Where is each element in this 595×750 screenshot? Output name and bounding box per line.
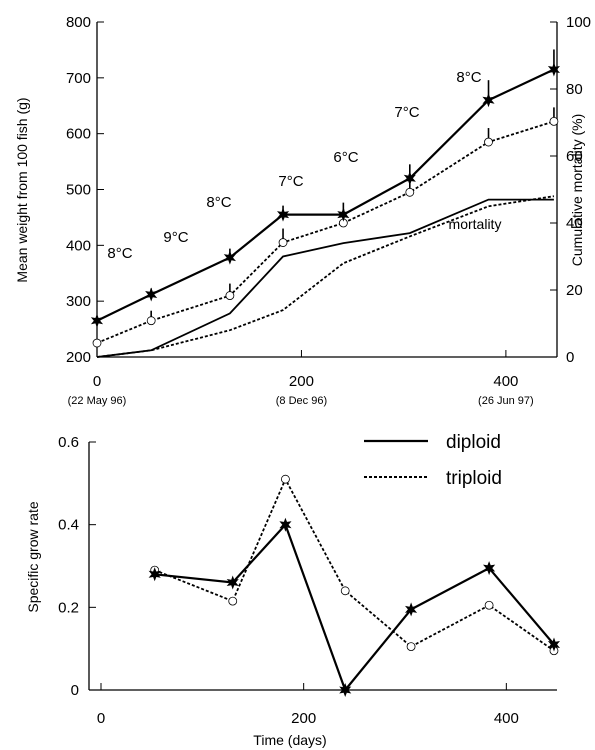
triploid-weight-point	[92, 338, 102, 348]
triploid-point	[228, 596, 238, 606]
y-tick-label: 400	[66, 237, 91, 254]
temperature-label: 7°C	[278, 173, 303, 190]
y-tick-label: 200	[66, 349, 91, 366]
temperature-label: 9°C	[163, 229, 188, 246]
diploid-point	[339, 683, 352, 697]
legend-label-triploid: triploid	[446, 468, 502, 489]
y2-tick-label: 0	[566, 349, 574, 366]
diploid-line	[154, 522, 555, 693]
triploid-weight-point	[549, 116, 559, 126]
y-tick-label: 0	[71, 682, 79, 699]
y-tick-label: 500	[66, 182, 91, 199]
triploid-weight-point	[225, 291, 235, 300]
triploid-point	[406, 642, 416, 651]
x-tick-label: 200	[289, 373, 314, 390]
date-label: (8 Dec 96)	[276, 395, 327, 407]
diploid-point	[148, 567, 161, 582]
y2-tick-label: 80	[566, 81, 583, 98]
y-tick-label: 0.6	[58, 434, 79, 451]
diploid-point	[279, 517, 292, 532]
y2-tick-label: 20	[566, 282, 583, 299]
diploid-weight-point	[403, 171, 416, 186]
triploid-weight-point	[146, 316, 156, 326]
x-tick-label: 400	[494, 710, 519, 727]
diploid-weight-point	[145, 287, 158, 302]
y2-axis-label: Cumulative mortality (%)	[569, 114, 585, 266]
diploid-point	[226, 575, 239, 590]
y-tick-label: 800	[66, 14, 91, 31]
x-tick-label: 200	[291, 710, 316, 727]
x-tick-label: 0	[97, 710, 105, 727]
triploid-weight-point	[484, 137, 493, 147]
triploid-point	[484, 600, 494, 610]
x-axis-label: Time (days)	[253, 732, 326, 748]
temperature-label: 8°C	[206, 194, 231, 211]
temperature-label: 8°C	[456, 69, 481, 86]
diploid-weight-point	[547, 62, 560, 77]
bottom-chart: 0 0.2 0.4 0.6 0 200 400 Time (days) Specific gro…	[25, 432, 560, 748]
y2-tick-label: 60	[566, 148, 583, 165]
diploid-weight-point	[277, 207, 290, 222]
diploid-weight-point	[223, 250, 236, 265]
x-tick-label: 0	[93, 373, 101, 390]
y-tick-label: 300	[66, 293, 91, 310]
y-axis-label: Mean weight from 100 fish (g)	[14, 97, 30, 282]
triploid-weight-point	[278, 238, 288, 247]
diploid-weight-point	[482, 93, 495, 108]
mortality-line-triploid	[96, 195, 555, 358]
temperature-label: 6°C	[333, 149, 358, 166]
triploid-point	[340, 586, 350, 596]
y-axis-label: Specific grow rate	[25, 501, 41, 612]
y-tick-label: 0.2	[58, 599, 79, 616]
diploid-weight-point	[337, 207, 350, 222]
diploid-point	[547, 637, 560, 652]
legend-label-diploid: diploid	[446, 432, 501, 453]
date-label: (26 Jun 97)	[478, 395, 534, 407]
y-tick-label: 0.4	[58, 517, 79, 534]
date-label: (22 May 96)	[68, 395, 127, 407]
mortality-line-diploid	[96, 198, 554, 358]
y-tick-label: 700	[66, 70, 91, 87]
x-tick-label: 400	[493, 373, 518, 390]
y2-tick-label: 100	[566, 14, 591, 31]
y2-tick-label: 40	[566, 215, 583, 232]
y-tick-label: 600	[66, 126, 91, 143]
mortality-annotation: mortality	[449, 216, 502, 232]
weight-line-triploid	[96, 120, 555, 344]
triploid-point	[281, 474, 290, 484]
diploid-point	[483, 561, 496, 576]
diploid-weight-point	[90, 313, 104, 328]
triploid-weight-point	[405, 187, 415, 197]
temperature-label: 8°C	[107, 245, 132, 262]
temperature-label: 7°C	[394, 104, 419, 121]
weight-line-diploid	[96, 68, 555, 322]
diploid-point	[405, 602, 418, 617]
